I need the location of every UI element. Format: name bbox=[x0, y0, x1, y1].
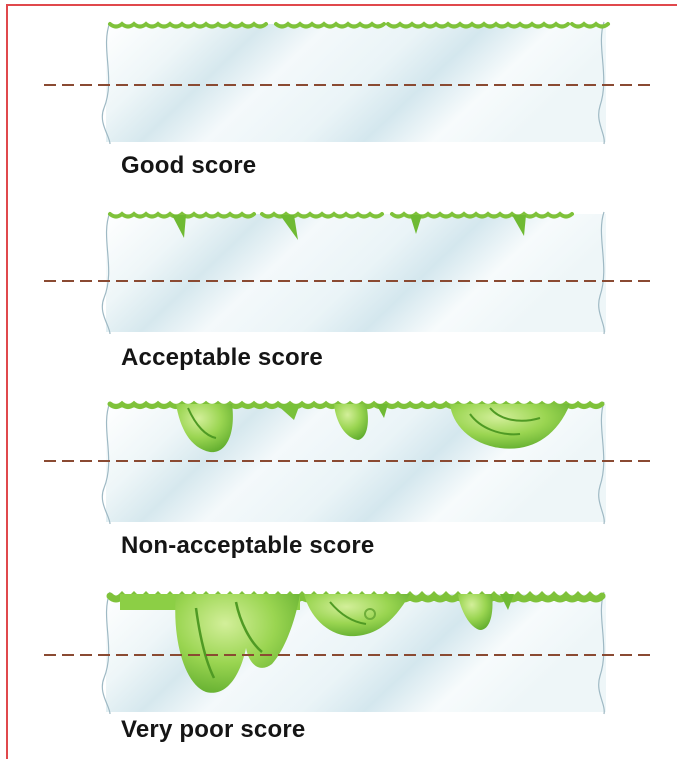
algae-patch bbox=[304, 594, 410, 637]
algae-patch bbox=[410, 215, 422, 234]
algae-patch bbox=[450, 404, 570, 449]
panel-good-score: Good score bbox=[0, 18, 677, 188]
algae-patch bbox=[364, 608, 376, 620]
panel-label: Good score bbox=[121, 152, 257, 179]
panel-label: Very poor score bbox=[121, 716, 306, 743]
panel-very-poor-score: Very poor score bbox=[0, 588, 677, 758]
non-acceptable-score-illustration bbox=[44, 400, 654, 525]
algae-patch bbox=[458, 594, 493, 630]
panel-non-acceptable-score: Non-acceptable score bbox=[0, 398, 677, 568]
algae-patch bbox=[280, 215, 298, 240]
algae-patch bbox=[194, 601, 263, 679]
panel-label: Non-acceptable score bbox=[121, 532, 375, 559]
algae-patch bbox=[512, 215, 526, 236]
panel-left-edge bbox=[101, 591, 111, 715]
panel-right-edge bbox=[598, 211, 605, 335]
algae-patch bbox=[172, 215, 186, 238]
frame-border-left bbox=[6, 4, 8, 759]
panel-left-edge bbox=[101, 21, 111, 145]
algae-patch bbox=[175, 594, 300, 693]
panel-acceptable-score: Acceptable score bbox=[0, 208, 677, 378]
panel-right-edge bbox=[598, 401, 605, 525]
frame-border-top bbox=[6, 4, 677, 6]
panel-left-edge bbox=[101, 211, 111, 335]
panel-right-edge bbox=[598, 591, 605, 715]
algae-patch bbox=[176, 404, 233, 453]
panel-label: Acceptable score bbox=[121, 344, 323, 371]
panel-left-edge bbox=[101, 401, 111, 525]
algae-patch bbox=[276, 404, 300, 420]
algae-patch bbox=[329, 601, 367, 625]
algae-patch bbox=[187, 407, 217, 439]
algae-patch bbox=[469, 407, 541, 436]
very-poor-score-illustration bbox=[44, 591, 654, 715]
algae-patch bbox=[334, 404, 368, 440]
algae-waterline bbox=[108, 21, 610, 29]
good-score-illustration bbox=[44, 21, 654, 145]
glass-panel bbox=[106, 24, 606, 142]
panel-right-edge bbox=[598, 21, 605, 145]
algae-patch bbox=[376, 404, 388, 418]
algae-patch bbox=[500, 594, 514, 610]
acceptable-score-illustration bbox=[44, 211, 654, 335]
